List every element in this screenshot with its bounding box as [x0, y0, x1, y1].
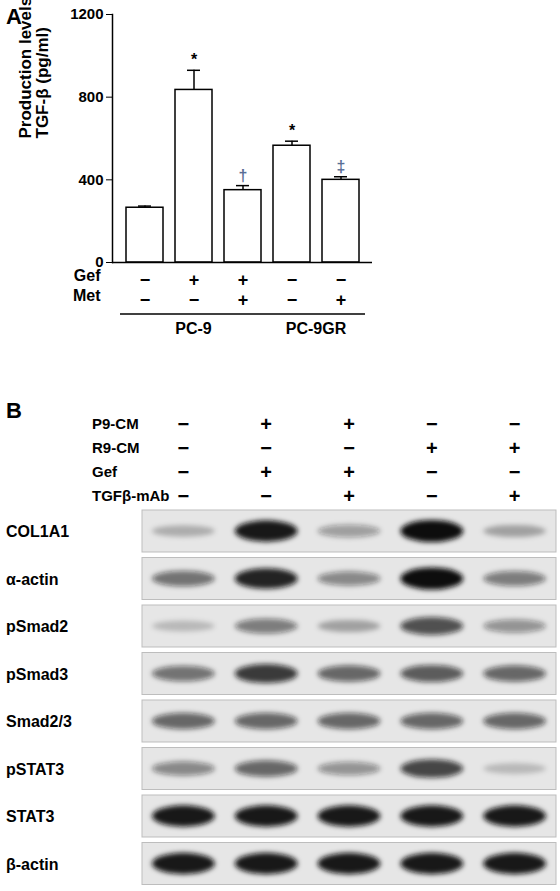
svg-text:β-actin: β-actin	[6, 856, 58, 873]
svg-text:−: −	[287, 290, 298, 310]
svg-text:pSmad2: pSmad2	[6, 618, 68, 635]
svg-text:−: −	[140, 270, 151, 290]
svg-text:−: −	[426, 413, 438, 435]
svg-text:−: −	[287, 270, 298, 290]
svg-text:COL1A1: COL1A1	[6, 523, 69, 540]
svg-text:‡: ‡	[337, 158, 346, 175]
svg-text:1200: 1200	[70, 5, 103, 22]
svg-text:*: *	[191, 51, 198, 68]
svg-text:−: −	[426, 461, 438, 483]
svg-text:+: +	[336, 290, 347, 310]
svg-text:−: −	[189, 290, 200, 310]
svg-text:Gef: Gef	[92, 463, 118, 480]
svg-text:−: −	[140, 290, 151, 310]
svg-text:−: −	[509, 461, 521, 483]
svg-text:R9-CM: R9-CM	[92, 439, 140, 456]
svg-text:*: *	[289, 122, 296, 139]
svg-text:−: −	[426, 485, 438, 507]
svg-text:−: −	[178, 485, 190, 507]
svg-text:P9-CM: P9-CM	[92, 415, 139, 432]
svg-text:+: +	[260, 413, 272, 435]
svg-text:−: −	[260, 485, 272, 507]
svg-text:−: −	[336, 270, 347, 290]
svg-text:+: +	[426, 437, 438, 459]
svg-text:+: +	[238, 290, 249, 310]
svg-text:α-actin: α-actin	[6, 571, 59, 588]
svg-text:+: +	[343, 461, 355, 483]
svg-text:TGFβ-mAb: TGFβ-mAb	[92, 487, 169, 504]
svg-text:PC-9: PC-9	[175, 320, 212, 337]
svg-text:−: −	[343, 437, 355, 459]
svg-text:800: 800	[78, 88, 103, 105]
svg-text:pSmad3: pSmad3	[6, 666, 68, 683]
svg-text:Production levels ofTGF-β (pg/: Production levels ofTGF-β (pg/ml)	[16, 0, 52, 139]
svg-text:pSTAT3: pSTAT3	[6, 761, 64, 778]
svg-text:STAT3: STAT3	[6, 808, 54, 825]
svg-text:+: +	[260, 461, 272, 483]
svg-text:−: −	[260, 437, 272, 459]
svg-text:400: 400	[78, 171, 103, 188]
svg-text:−: −	[178, 461, 190, 483]
svg-text:Smad2/3: Smad2/3	[6, 713, 72, 730]
svg-text:Gef: Gef	[74, 267, 101, 284]
svg-text:−: −	[509, 413, 521, 435]
svg-text:Met: Met	[73, 287, 101, 304]
svg-text:PC-9GR: PC-9GR	[286, 320, 347, 337]
svg-text:+: +	[343, 485, 355, 507]
svg-text:+: +	[238, 270, 249, 290]
svg-text:+: +	[509, 485, 521, 507]
svg-text:+: +	[189, 270, 200, 290]
svg-text:+: +	[343, 413, 355, 435]
svg-text:†: †	[239, 167, 248, 184]
svg-text:+: +	[509, 437, 521, 459]
svg-text:−: −	[178, 437, 190, 459]
svg-text:−: −	[178, 413, 190, 435]
